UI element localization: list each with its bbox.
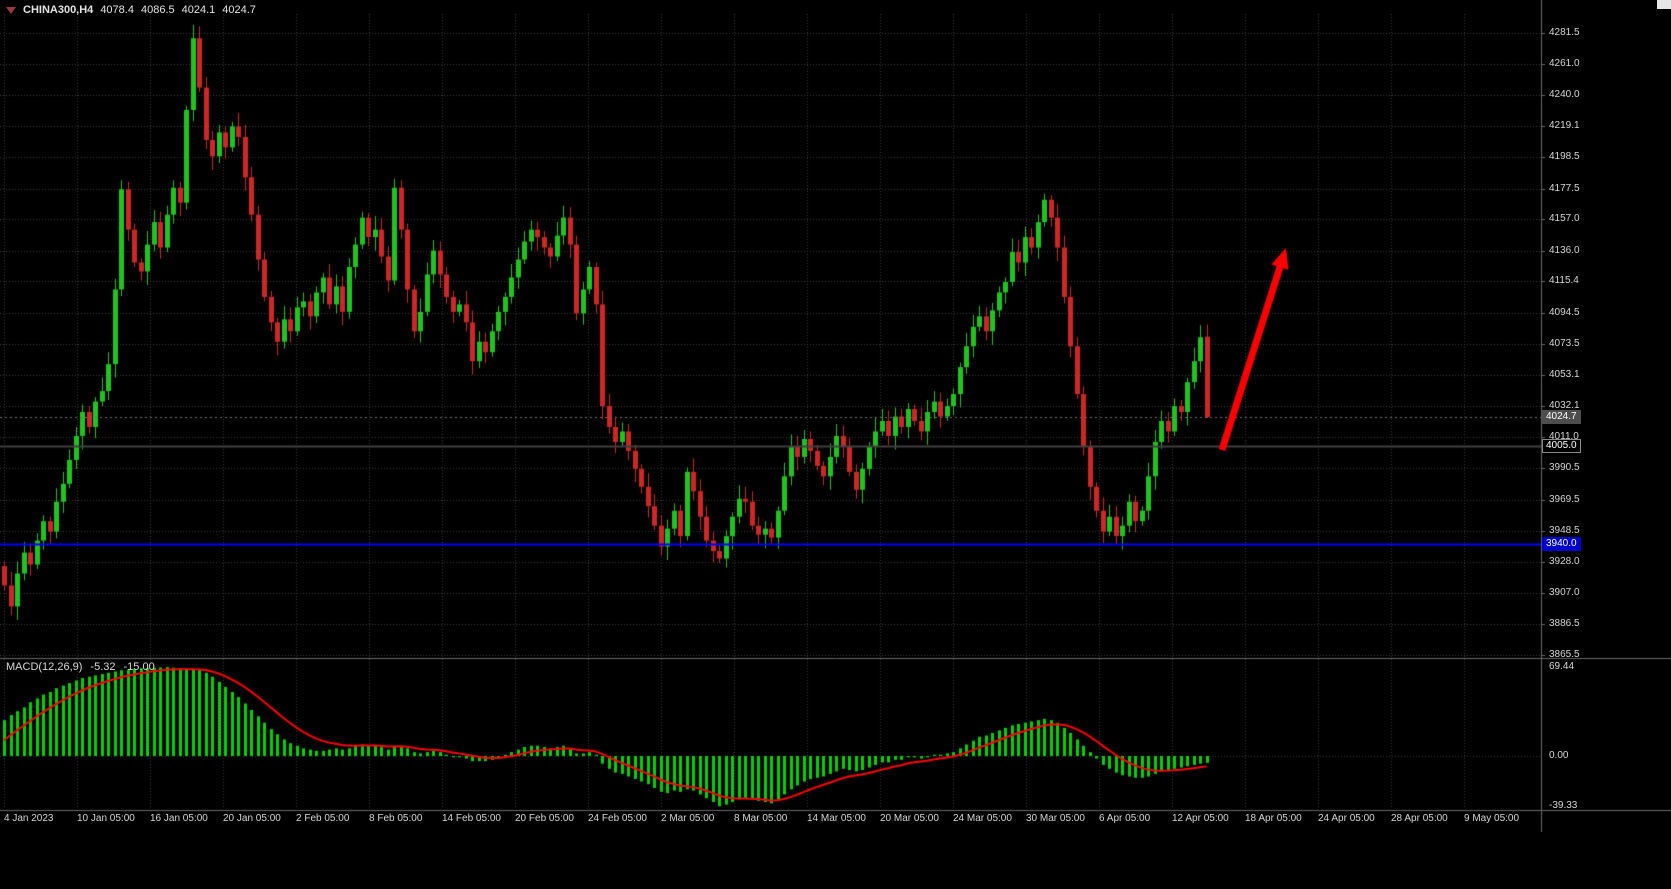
macd-signal-value: -15.00 — [123, 661, 155, 673]
price-axis-label: 3928.0 — [1549, 555, 1580, 567]
close-value: 4024.7 — [222, 4, 256, 16]
open-value: 4078.4 — [100, 4, 134, 16]
time-axis-label: 2 Mar 05:00 — [661, 813, 715, 824]
symbol-name: CHINA300,H4 — [23, 4, 94, 16]
time-axis-label: 2 Feb 05:00 — [296, 813, 350, 824]
price-axis[interactable]: 4281.5 4261.0 4240.0 4219.1 4198.5 4177.5 4157… — [1545, 0, 1671, 889]
price-axis-label: 3948.5 — [1549, 524, 1580, 536]
time-axis-label: 24 Feb 05:00 — [588, 813, 647, 824]
macd-axis-label: -39.33 — [1549, 800, 1578, 812]
price-axis-label: 4240.0 — [1549, 89, 1580, 101]
price-axis-label: 4115.4 — [1549, 275, 1579, 287]
price-axis-label: 4136.0 — [1549, 244, 1580, 256]
time-axis-label: 14 Feb 05:00 — [442, 813, 501, 824]
macd-axis-label: 69.44 — [1549, 661, 1575, 673]
macd-name: MACD(12,26,9) — [6, 661, 83, 673]
price-axis-label: 4032.1 — [1549, 399, 1580, 411]
price-axis-label: 3907.0 — [1549, 586, 1580, 598]
current-price-marker: 4024.7 — [1542, 409, 1581, 424]
price-axis-label: 4073.5 — [1549, 338, 1580, 349]
time-axis-label: 12 Apr 05:00 — [1172, 813, 1229, 824]
time-axis-label: 6 Apr 05:00 — [1099, 813, 1151, 824]
price-axis-label: 4094.5 — [1549, 306, 1580, 318]
price-axis-label: 4219.1 — [1549, 120, 1580, 132]
price-axis-label: 3886.5 — [1549, 617, 1580, 629]
time-axis-label: 24 Mar 05:00 — [953, 813, 1012, 824]
time-axis-label: 8 Feb 05:00 — [369, 813, 423, 824]
time-axis[interactable]: 4 Jan 2023 10 Jan 05:00 16 Jan 05:00 20 Jan… — [0, 813, 1545, 829]
price-axis-label: 3969.5 — [1549, 493, 1580, 505]
one-click-trading-arrow-icon[interactable] — [6, 6, 16, 14]
time-axis-label: 30 Mar 05:00 — [1026, 813, 1085, 824]
low-value: 4024.1 — [181, 4, 216, 16]
window-corner-artifact — [1657, 0, 1671, 9]
price-axis-label: 3865.5 — [1549, 649, 1580, 660]
price-axis-label: 4157.0 — [1549, 213, 1580, 225]
support-line-price-marker: 3940.0 — [1542, 536, 1581, 551]
price-axis-label: 4053.1 — [1549, 368, 1580, 380]
price-axis-label: 4177.5 — [1549, 182, 1580, 194]
time-axis-label: 18 Apr 05:00 — [1245, 813, 1302, 824]
high-value: 4086.5 — [140, 4, 175, 16]
time-axis-label: 28 Apr 05:00 — [1391, 813, 1448, 824]
time-axis-label: 8 Mar 05:00 — [734, 813, 788, 824]
macd-indicator-label: MACD(12,26,9) -5.32 -15.00 — [6, 661, 155, 673]
price-axis-label: 4198.5 — [1549, 151, 1580, 163]
hline-price-marker: 4005.0 — [1542, 439, 1581, 454]
time-axis-label: 20 Mar 05:00 — [880, 813, 939, 824]
time-axis-label: 4 Jan 2023 — [4, 813, 54, 824]
time-axis-label: 9 May 05:00 — [1464, 813, 1520, 824]
time-axis-label: 24 Apr 05:00 — [1318, 813, 1375, 824]
time-axis-label: 16 Jan 05:00 — [150, 813, 208, 824]
time-axis-label: 20 Jan 05:00 — [223, 813, 281, 824]
time-axis-label: 14 Mar 05:00 — [807, 813, 866, 824]
macd-value: -5.32 — [90, 661, 116, 673]
time-axis-label: 20 Feb 05:00 — [515, 813, 574, 824]
macd-axis-label: 0.00 — [1549, 750, 1569, 761]
price-axis-label: 3990.5 — [1549, 462, 1580, 474]
time-axis-label: 10 Jan 05:00 — [77, 813, 135, 824]
symbol-info-bar: CHINA300,H4 4078.4 4086.5 4024.1 4024.7 — [6, 4, 256, 16]
price-axis-label: 4281.5 — [1549, 27, 1580, 38]
price-axis-label: 4261.0 — [1549, 57, 1580, 69]
price-axis-label: 4011.0 — [1549, 431, 1579, 443]
